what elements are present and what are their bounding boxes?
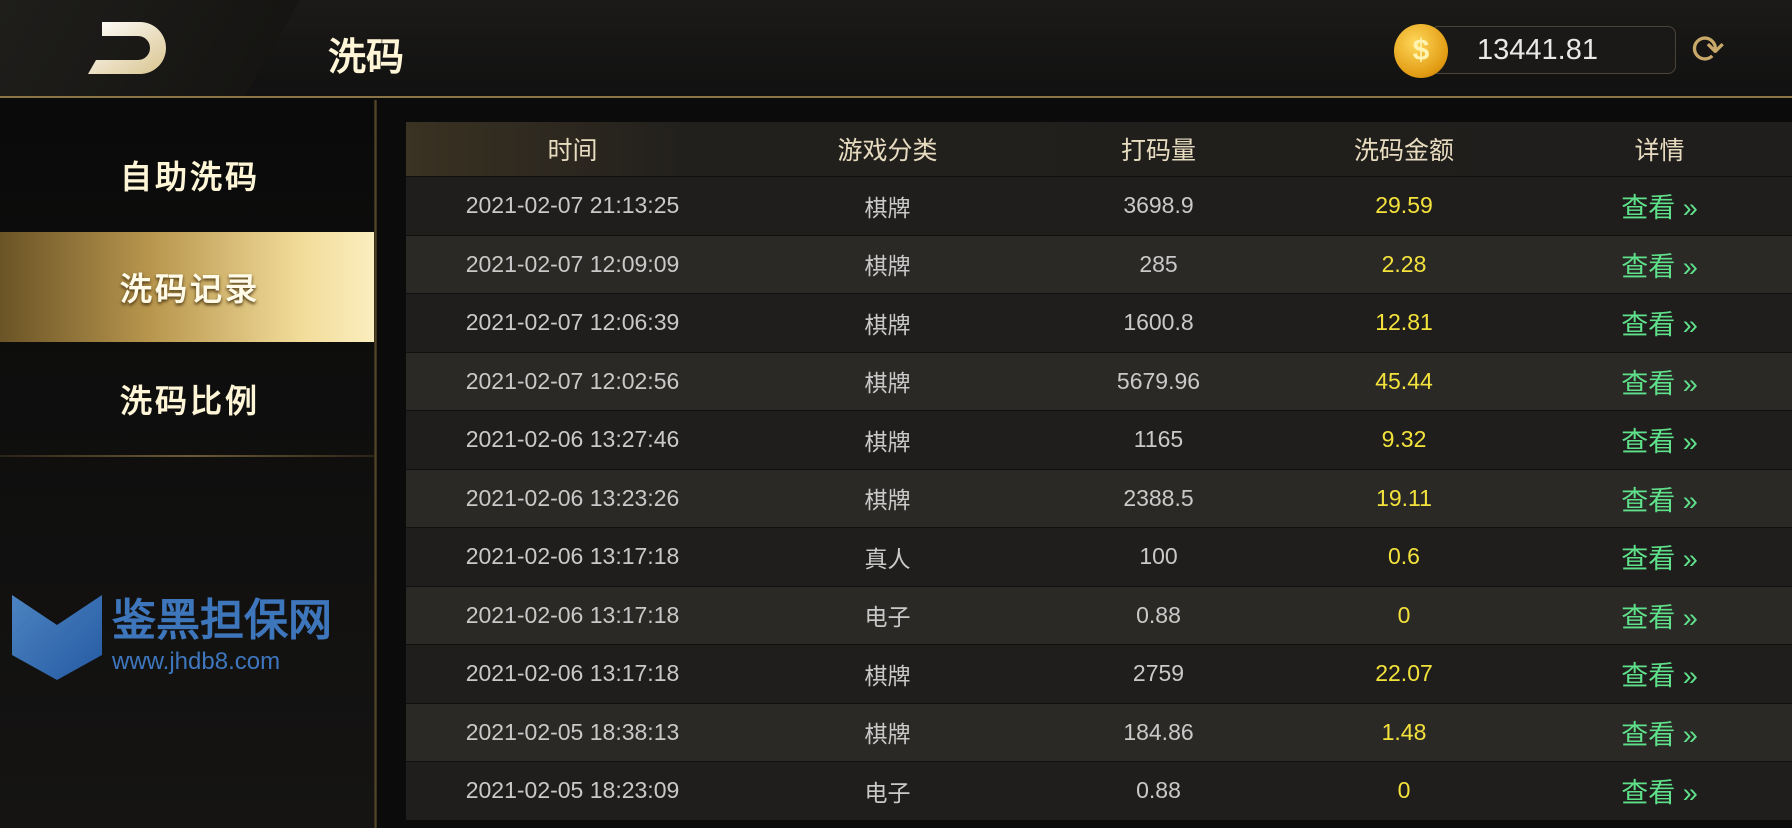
cell-category: 棋牌 [864, 428, 911, 455]
divider [0, 455, 377, 457]
cell-time: 2021-02-07 21:13:25 [465, 192, 680, 219]
table-row: 2021-02-07 12:02:56 棋牌 5679.96 45.44 查看 » [406, 351, 1792, 410]
table-row: 2021-02-07 12:06:39 棋牌 1600.8 12.81 查看 » [406, 293, 1792, 352]
cell-time: 2021-02-07 12:02:56 [465, 367, 680, 394]
view-link[interactable]: 查看 » [1621, 719, 1698, 750]
table-row: 2021-02-06 13:17:18 真人 100 0.6 查看 » [406, 527, 1792, 586]
cell-time: 2021-02-05 18:23:09 [465, 777, 680, 804]
cell-wash-amount: 2.28 [1381, 250, 1427, 277]
cell-time: 2021-02-06 13:27:46 [465, 426, 680, 453]
sidebar-item-self-wash[interactable]: 自助洗码 [120, 159, 261, 195]
sidebar-item-wash-ratio[interactable]: 洗码比例 [120, 383, 261, 419]
cell-wash-amount: 22.07 [1375, 660, 1433, 687]
cell-bet-amount: 1600.8 [1123, 309, 1194, 336]
col-time: 时间 [547, 137, 598, 165]
cell-category: 棋牌 [864, 487, 911, 514]
cell-wash-amount: 0 [1397, 777, 1411, 804]
cell-category: 电子 [864, 779, 911, 806]
cell-wash-amount: 12.81 [1375, 309, 1433, 336]
cell-bet-amount: 2759 [1132, 660, 1185, 687]
cell-category: 棋牌 [864, 370, 911, 397]
cell-category: 棋牌 [864, 311, 911, 338]
view-link[interactable]: 查看 » [1621, 602, 1698, 633]
cell-bet-amount: 0.88 [1136, 777, 1181, 804]
cell-wash-amount: 9.32 [1381, 426, 1427, 453]
cell-category: 电子 [864, 604, 911, 631]
table-row: 2021-02-06 13:23:26 棋牌 2388.5 19.11 查看 » [406, 468, 1792, 527]
cell-category: 棋牌 [864, 194, 911, 221]
back-icon[interactable] [88, 22, 166, 74]
col-category: 游戏分类 [837, 137, 938, 165]
cell-wash-amount: 45.44 [1375, 367, 1433, 394]
view-link[interactable]: 查看 » [1621, 193, 1698, 224]
sidebar-edge [374, 100, 377, 828]
page-title: 洗码 [328, 37, 405, 79]
cell-wash-amount: 0 [1397, 601, 1411, 628]
records-table: 时间 游戏分类 打码量 洗码金额 详情 2021-02-07 21:13:25 棋… [406, 122, 1792, 820]
table-header: 时间 游戏分类 打码量 洗码金额 详情 [406, 122, 1792, 176]
cell-wash-amount: 19.11 [1376, 484, 1432, 511]
top-bar: 洗码 $ 13441.81 ⟳ [0, 0, 1792, 98]
table-body: 2021-02-07 21:13:25 棋牌 3698.9 29.59 查看 » 2021… [406, 176, 1792, 820]
table-row: 2021-02-06 13:27:46 棋牌 1165 9.32 查看 » [406, 410, 1792, 469]
cell-category: 真人 [864, 545, 911, 572]
cell-time: 2021-02-06 13:17:18 [465, 543, 680, 570]
col-bet-amount: 打码量 [1120, 137, 1196, 165]
cell-bet-amount: 2388.5 [1123, 484, 1194, 511]
view-link[interactable]: 查看 » [1621, 544, 1698, 575]
cell-bet-amount: 0.88 [1136, 601, 1181, 628]
table-row: 2021-02-07 21:13:25 棋牌 3698.9 29.59 查看 » [406, 176, 1792, 235]
view-link[interactable]: 查看 » [1621, 368, 1698, 399]
cell-time: 2021-02-06 13:17:18 [465, 660, 680, 687]
cell-time: 2021-02-06 13:23:26 [465, 484, 680, 511]
coin-icon: $ [1394, 24, 1448, 78]
cell-time: 2021-02-07 12:09:09 [465, 250, 680, 277]
table-row: 2021-02-06 13:17:18 棋牌 2759 22.07 查看 » [406, 644, 1792, 703]
back-area [0, 0, 300, 96]
view-link[interactable]: 查看 » [1621, 310, 1698, 341]
view-link[interactable]: 查看 » [1621, 427, 1698, 458]
cell-category: 棋牌 [864, 721, 911, 748]
view-link[interactable]: 查看 » [1621, 661, 1698, 692]
cell-wash-amount: 29.59 [1375, 192, 1433, 219]
table-row: 2021-02-05 18:23:09 电子 0.88 0 查看 » [406, 761, 1792, 820]
sidebar: 自助洗码 洗码记录 洗码比例 [0, 100, 377, 828]
view-link[interactable]: 查看 » [1621, 251, 1698, 282]
refresh-icon[interactable]: ⟳ [1691, 28, 1725, 72]
cell-time: 2021-02-07 12:06:39 [465, 309, 680, 336]
sidebar-item-wash-records[interactable]: 洗码记录 [0, 232, 377, 342]
cell-bet-amount: 184.86 [1123, 718, 1194, 745]
cell-bet-amount: 100 [1139, 543, 1178, 570]
cell-bet-amount: 3698.9 [1123, 192, 1194, 219]
cell-category: 棋牌 [864, 253, 911, 280]
cell-time: 2021-02-05 18:38:13 [465, 718, 680, 745]
view-link[interactable]: 查看 » [1621, 485, 1698, 516]
col-wash-amount: 洗码金额 [1353, 137, 1454, 165]
col-details: 详情 [1634, 137, 1685, 165]
cell-bet-amount: 285 [1139, 250, 1178, 277]
cell-wash-amount: 0.6 [1388, 543, 1420, 570]
cell-wash-amount: 1.48 [1381, 718, 1427, 745]
cell-time: 2021-02-06 13:17:18 [465, 601, 680, 628]
table-row: 2021-02-05 18:38:13 棋牌 184.86 1.48 查看 » [406, 702, 1792, 761]
view-link[interactable]: 查看 » [1621, 778, 1698, 809]
cell-category: 棋牌 [864, 662, 911, 689]
balance-display: 13441.81 [1430, 26, 1676, 74]
table-row: 2021-02-07 12:09:09 棋牌 285 2.28 查看 » [406, 234, 1792, 293]
cell-bet-amount: 1165 [1133, 426, 1184, 453]
table-row: 2021-02-06 13:17:18 电子 0.88 0 查看 » [406, 585, 1792, 644]
cell-bet-amount: 5679.96 [1116, 367, 1201, 394]
